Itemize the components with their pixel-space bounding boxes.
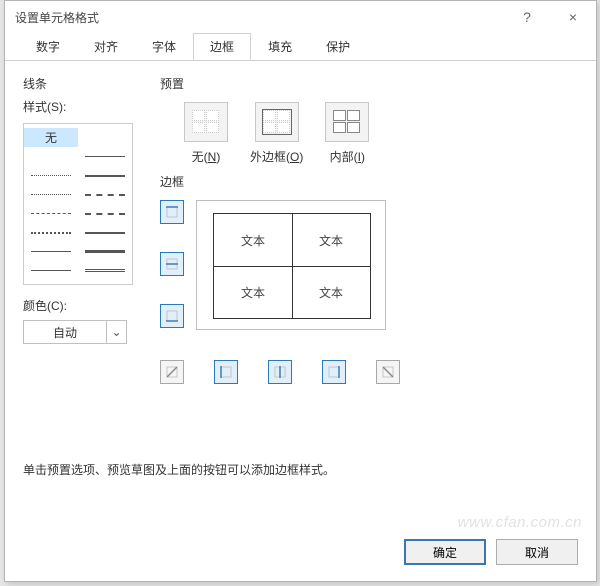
tab-content-border: 线条 样式(S): 无 颜色(C): 自动 ⌄ 预置 无(N) 外边框(O) 内部(… (5, 61, 596, 493)
border-preview[interactable]: 文本 文本 文本 文本 (196, 200, 386, 330)
close-button[interactable]: × (550, 1, 596, 33)
chevron-down-icon: ⌄ (106, 321, 126, 343)
line-style-option[interactable] (24, 261, 78, 280)
tab-0[interactable]: 数字 (19, 33, 77, 60)
ok-button[interactable]: 确定 (404, 539, 486, 565)
line-style-option[interactable] (78, 242, 132, 261)
border-btn-hmid[interactable] (160, 252, 184, 276)
line-style-list[interactable]: 无 (23, 123, 133, 285)
tab-strip: 数字对齐字体边框填充保护 (5, 33, 596, 61)
border-btn-left[interactable] (214, 360, 238, 384)
line-style-option[interactable] (78, 185, 132, 204)
dialog: 设置单元格格式 ? × 数字对齐字体边框填充保护 线条 样式(S): 无 颜色(… (4, 0, 597, 582)
border-editor: 文本 文本 文本 文本 (160, 200, 560, 380)
line-style-option[interactable] (24, 166, 78, 185)
line-style-option[interactable] (78, 261, 132, 280)
dialog-footer: 确定 取消 (404, 539, 578, 565)
border-buttons-vertical (160, 200, 184, 328)
line-group-label: 线条 (23, 75, 145, 92)
color-select[interactable]: 自动 ⌄ (23, 320, 127, 344)
preset-none-button[interactable] (184, 102, 228, 142)
line-style-option[interactable] (78, 147, 132, 166)
preset-row: 无(N) 外边框(O) 内部(I) (184, 102, 560, 165)
preset-outline-label: 外边框(O) (250, 148, 303, 165)
line-style-option[interactable] (24, 223, 78, 242)
preset-none: 无(N) (184, 102, 228, 165)
line-style-option[interactable] (24, 204, 78, 223)
border-btn-diag-down[interactable] (376, 360, 400, 384)
border-btn-bottom[interactable] (160, 304, 184, 328)
line-style-option[interactable] (78, 204, 132, 223)
border-btn-right[interactable] (322, 360, 346, 384)
line-style-option[interactable] (78, 166, 132, 185)
preset-inside: 内部(I) (325, 102, 369, 165)
preset-border-group: 预置 无(N) 外边框(O) 内部(I) 边框 文本 文本 文本 文本 (160, 75, 560, 380)
preview-cell: 文本 (214, 266, 292, 318)
titlebar: 设置单元格格式 ? × (5, 1, 596, 33)
border-btn-diag-up[interactable] (160, 360, 184, 384)
preset-inside-label: 内部(I) (330, 148, 365, 165)
line-style-option[interactable] (78, 223, 132, 242)
tab-1[interactable]: 对齐 (77, 33, 135, 60)
tab-3[interactable]: 边框 (193, 33, 251, 60)
dialog-title: 设置单元格格式 (15, 9, 99, 26)
cancel-button[interactable]: 取消 (496, 539, 578, 565)
line-style-none[interactable]: 无 (24, 128, 78, 147)
line-group: 线条 样式(S): 无 颜色(C): 自动 ⌄ (23, 75, 145, 344)
color-label: 颜色(C): (23, 297, 145, 314)
preset-inside-button[interactable] (325, 102, 369, 142)
preset-label: 预置 (160, 75, 560, 92)
watermark: www.cfan.com.cn (458, 514, 582, 531)
preview-cell: 文本 (292, 266, 370, 318)
tab-2[interactable]: 字体 (135, 33, 193, 60)
line-style-option[interactable] (24, 185, 78, 204)
tab-4[interactable]: 填充 (251, 33, 309, 60)
tab-5[interactable]: 保护 (309, 33, 367, 60)
preset-none-label: 无(N) (192, 148, 221, 165)
line-style-option[interactable] (24, 242, 78, 261)
style-label: 样式(S): (23, 98, 145, 115)
border-label: 边框 (160, 173, 560, 190)
preview-cell: 文本 (214, 214, 292, 266)
color-value: 自动 (24, 324, 106, 341)
border-buttons-horizontal (160, 360, 420, 384)
border-btn-top[interactable] (160, 200, 184, 224)
hint-text: 单击预置选项、预览草图及上面的按钮可以添加边框样式。 (23, 461, 335, 478)
help-button[interactable]: ? (504, 1, 550, 33)
preset-outline-button[interactable] (255, 102, 299, 142)
preset-outline: 外边框(O) (250, 102, 303, 165)
line-style-option[interactable] (24, 147, 78, 166)
preview-cell: 文本 (292, 214, 370, 266)
border-btn-vmid[interactable] (268, 360, 292, 384)
